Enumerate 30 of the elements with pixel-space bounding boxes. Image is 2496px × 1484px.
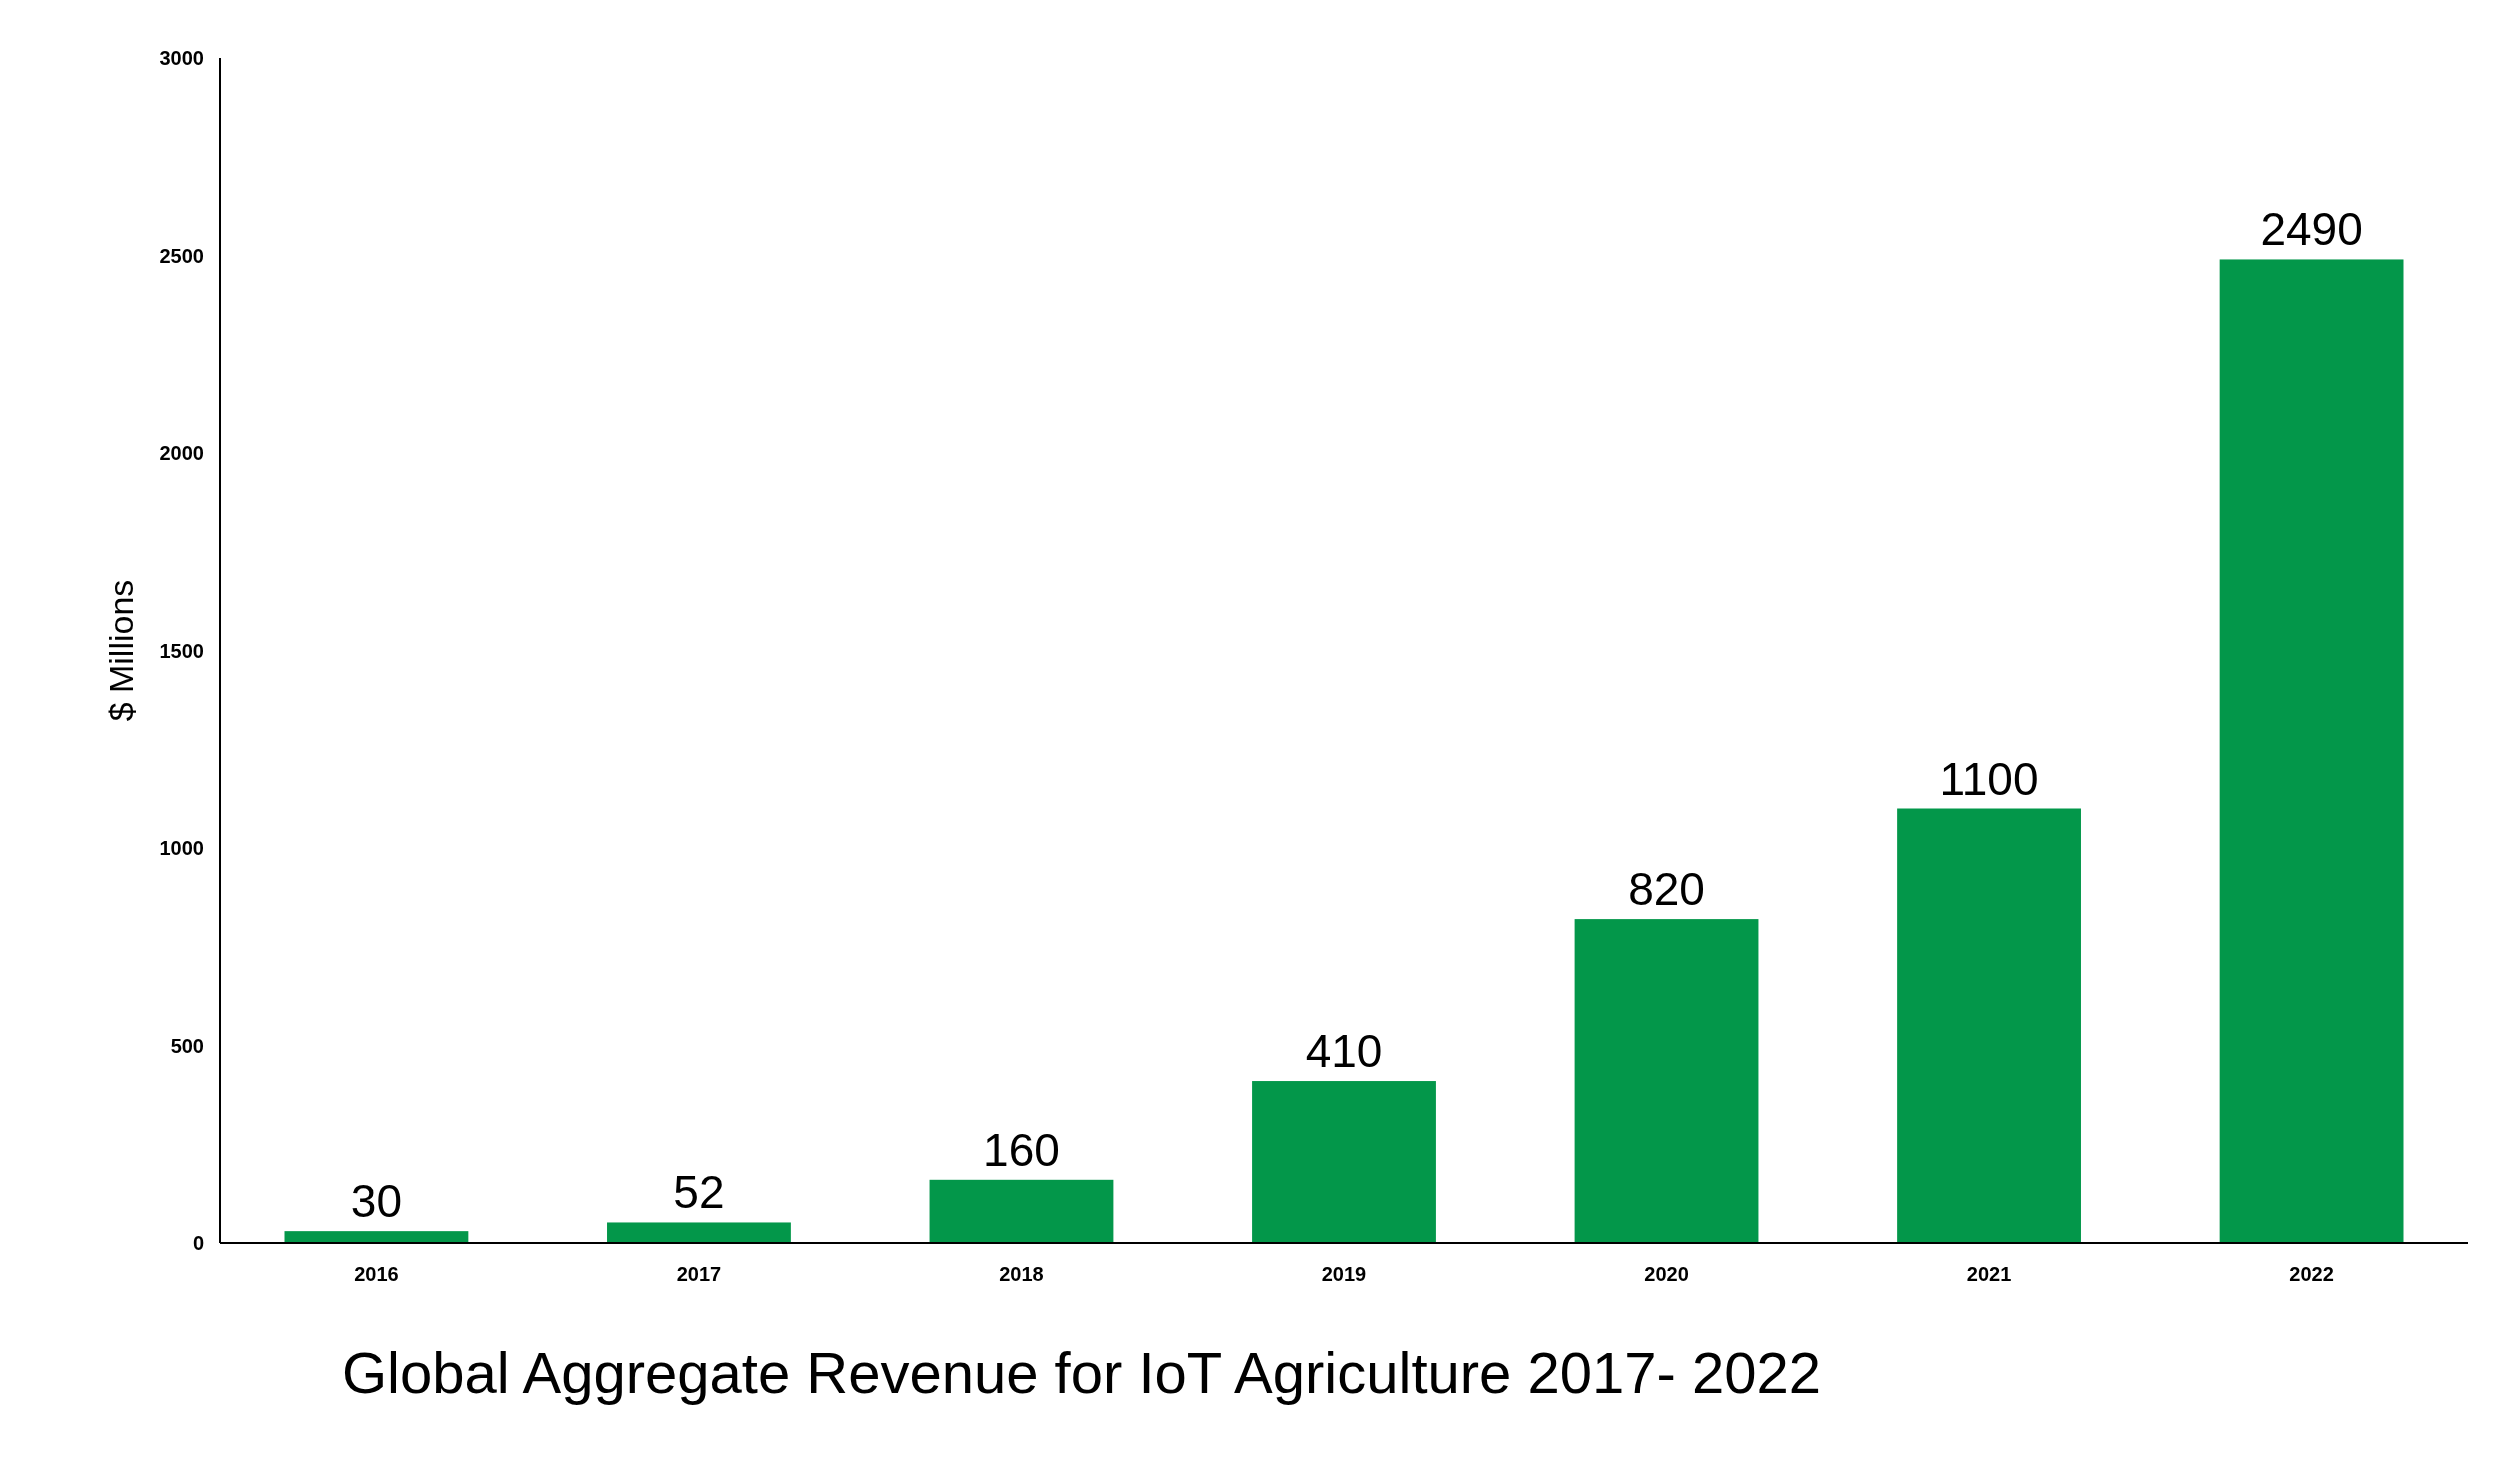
bar bbox=[1252, 1081, 1436, 1243]
y-tick-label: 2000 bbox=[159, 442, 204, 464]
y-tick-label: 0 bbox=[192, 1232, 204, 1254]
x-tick-label: 2017 bbox=[676, 1263, 722, 1285]
text: Global Aggregate Revenue for IoT Agriculture 2017- 2022 bbox=[342, 1340, 1821, 1405]
y-tick-label: 1000 bbox=[159, 837, 204, 859]
bar bbox=[1574, 919, 1759, 1243]
bar bbox=[929, 1179, 1114, 1243]
y-tick-label: 3000 bbox=[159, 47, 204, 69]
data-label: 30 bbox=[350, 1175, 403, 1228]
bar bbox=[284, 1231, 469, 1243]
x-tick-label: 2020 bbox=[1644, 1263, 1689, 1285]
y-axis-title: $ Millions bbox=[102, 579, 140, 722]
data-label: 410 bbox=[1305, 1025, 1383, 1078]
bar bbox=[1897, 808, 2081, 1243]
y-tick-label: 1500 bbox=[159, 639, 204, 662]
x-tick-label: 2016 bbox=[354, 1263, 399, 1285]
data-label: 1100 bbox=[1939, 752, 2039, 805]
x-tick-label: 2021 bbox=[1966, 1263, 2012, 1285]
x-tick-label: 2022 bbox=[2289, 1263, 2334, 1285]
data-label: 820 bbox=[1628, 863, 1705, 916]
x-tick-label: 2019 bbox=[1321, 1263, 1367, 1285]
x-tick-label: 2018 bbox=[999, 1263, 1044, 1285]
y-tick-label: 500 bbox=[170, 1034, 204, 1057]
data-label: 52 bbox=[673, 1166, 725, 1219]
y-tick-label: 2500 bbox=[159, 244, 204, 267]
bar bbox=[607, 1222, 791, 1243]
bar bbox=[2219, 259, 2404, 1243]
data-label: 2490 bbox=[2260, 203, 2363, 256]
data-label: 160 bbox=[983, 1123, 1060, 1176]
